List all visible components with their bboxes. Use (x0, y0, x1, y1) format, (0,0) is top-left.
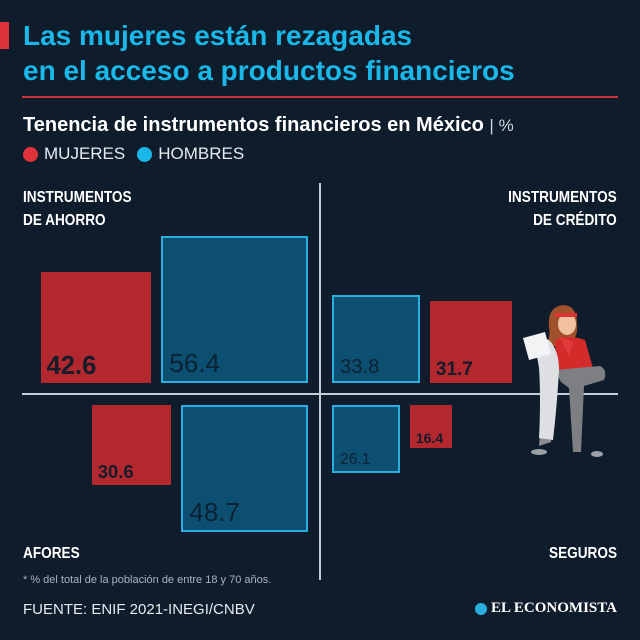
box-hombres-afores-label: 48.7 (189, 496, 240, 527)
box-hombres-ahorro-label: 56.4 (169, 347, 220, 378)
brand-logo: EL ECONOMISTA (475, 600, 617, 617)
quadrant-label-ahorro: INSTRUMENTOS DE AHORRO (23, 186, 132, 232)
box-mujeres-afores: 30.6 (91, 405, 172, 485)
box-mujeres-ahorro: 42.6 (40, 272, 152, 383)
box-mujeres-ahorro-label: 42.6 (46, 351, 97, 380)
box-hombres-credito-label: 33.8 (340, 355, 380, 378)
woman-illustration (523, 305, 606, 457)
legend-dot-hombres (137, 146, 153, 162)
legend-hombres: HOMBRES (158, 144, 245, 163)
divider (22, 96, 618, 98)
source: FUENTE: ENIF 2021-INEGI/CNBV (23, 601, 255, 618)
legend-dot-mujeres (23, 146, 38, 162)
label-line: INSTRUMENTOS (23, 189, 132, 206)
chart-subtitle: Tenencia de instrumentos financieros en … (23, 114, 514, 136)
box-hombres-credito: 33.8 (332, 295, 420, 383)
label-line: SEGUROS (548, 545, 617, 562)
title-line-2: en el acceso a productos financieros (23, 55, 515, 86)
accent-bar (0, 22, 9, 49)
box-mujeres-credito-label: 31.7 (435, 358, 473, 380)
horizontal-axis (22, 393, 618, 395)
label-line: AFORES (23, 545, 80, 562)
box-hombres-afores: 48.7 (181, 405, 308, 532)
box-mujeres-seguros: 16.4 (409, 405, 453, 448)
box-hombres-seguros: 26.1 (332, 405, 400, 473)
title-line-1: Las mujeres están rezagadas (23, 20, 413, 51)
box-mujeres-credito: 31.7 (429, 300, 513, 383)
label-line: DE AHORRO (23, 212, 106, 229)
legend-mujeres: MUJERES (44, 144, 126, 163)
unit-label: % (498, 116, 514, 135)
quadrant-label-seguros: SEGUROS (549, 542, 617, 565)
label-line: DE CRÉDITO (533, 212, 617, 229)
legend: MUJERES HOMBRES (23, 144, 244, 164)
vertical-axis (319, 183, 321, 580)
page-title: Las mujeres están rezagadas en el acceso… (23, 18, 515, 88)
box-mujeres-afores-label: 30.6 (97, 460, 134, 482)
quadrant-label-credito: INSTRUMENTOS DE CRÉDITO (508, 186, 617, 232)
subtitle-text: Tenencia de instrumentos financieros en … (23, 114, 484, 136)
box-hombres-ahorro: 56.4 (161, 236, 308, 383)
label-line: INSTRUMENTOS (508, 189, 617, 206)
brand-icon (475, 602, 487, 615)
box-hombres-seguros-label: 26.1 (340, 450, 371, 468)
footnote: * % del total de la población de entre 1… (23, 574, 272, 586)
box-mujeres-seguros-label: 16.4 (415, 429, 444, 446)
brand-name: EL ECONOMISTA (491, 600, 617, 616)
quadrant-label-afores: AFORES (23, 542, 80, 565)
